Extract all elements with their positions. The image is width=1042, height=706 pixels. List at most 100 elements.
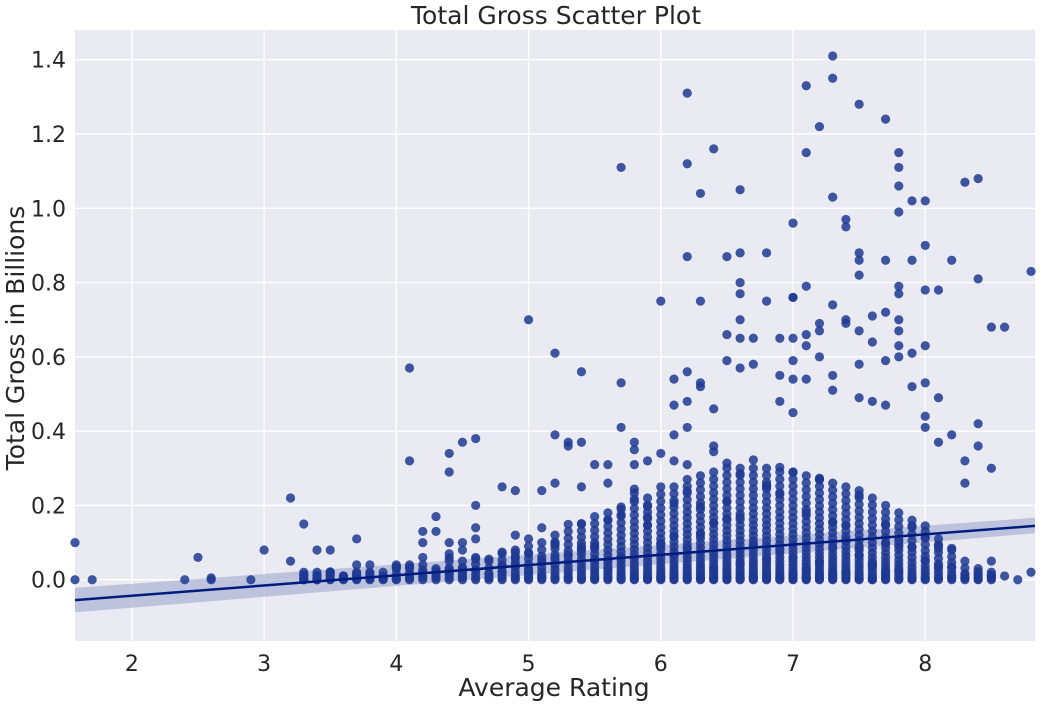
data-point (748, 455, 758, 465)
data-point (484, 554, 494, 564)
data-point (788, 500, 798, 511)
data-point (457, 571, 468, 581)
data-point (550, 478, 560, 488)
data-point (801, 374, 811, 384)
data-point (947, 551, 957, 562)
data-point (999, 322, 1010, 332)
data-point (748, 497, 758, 507)
data-point (603, 515, 613, 525)
data-point (616, 524, 626, 534)
data-point (828, 517, 838, 528)
data-point (735, 248, 745, 258)
data-point (523, 541, 534, 551)
data-point (682, 367, 692, 377)
data-point (537, 537, 547, 548)
data-point (682, 422, 692, 433)
data-point (642, 520, 653, 530)
data-point (695, 485, 706, 495)
data-point (629, 437, 639, 447)
data-point (629, 503, 639, 514)
data-point (894, 289, 904, 299)
data-point (695, 491, 706, 502)
data-point (510, 548, 520, 558)
data-point (669, 482, 679, 492)
data-point (960, 556, 970, 566)
x-tick-label: 2 (125, 652, 139, 677)
data-point (709, 474, 719, 484)
data-point (894, 315, 904, 325)
data-point (484, 569, 494, 579)
data-point (457, 545, 468, 555)
data-point (828, 569, 838, 579)
data-point (616, 510, 626, 520)
data-point (669, 489, 679, 499)
data-point (404, 363, 415, 373)
data-point (722, 514, 732, 524)
data-point (867, 396, 877, 407)
data-point (1026, 266, 1036, 277)
data-point (748, 477, 758, 487)
y-axis-label: Total Gross in Billions (1, 206, 30, 472)
data-point (523, 548, 534, 559)
data-point (933, 285, 944, 295)
data-point (656, 489, 666, 499)
data-point (722, 458, 732, 468)
data-point (656, 496, 666, 506)
chart-title: Total Gross Scatter Plot (410, 1, 701, 30)
data-point (656, 516, 666, 526)
data-point (947, 255, 957, 265)
data-point (576, 545, 587, 555)
data-point (775, 370, 785, 381)
data-point (920, 422, 930, 433)
data-point (669, 508, 679, 519)
data-point (841, 318, 851, 329)
data-point (629, 494, 639, 504)
data-point (814, 488, 825, 498)
data-point (907, 574, 917, 584)
data-point (947, 572, 957, 582)
data-point (880, 114, 891, 124)
data-point (828, 492, 838, 502)
data-point (867, 500, 877, 510)
data-point (735, 469, 745, 479)
data-point (391, 574, 401, 584)
data-point (735, 289, 745, 299)
data-point (933, 437, 944, 447)
data-point (788, 474, 798, 484)
data-point (907, 196, 917, 206)
data-point (669, 498, 679, 508)
data-point (841, 520, 851, 530)
data-point (880, 519, 891, 529)
data-point (709, 488, 719, 498)
data-point (682, 460, 692, 470)
data-point (973, 419, 983, 429)
data-point (471, 523, 481, 533)
data-point (563, 441, 573, 451)
data-point (748, 490, 758, 501)
data-point (576, 367, 587, 377)
data-point (537, 555, 547, 565)
data-point (761, 248, 772, 258)
x-tick-label: 3 (257, 652, 271, 677)
data-point (735, 490, 745, 501)
data-point (801, 572, 811, 582)
data-point (973, 274, 983, 284)
data-point (788, 488, 798, 498)
data-point (828, 192, 838, 202)
data-point (775, 489, 785, 499)
data-point (854, 393, 864, 403)
data-point (735, 477, 745, 487)
data-point (894, 162, 904, 173)
data-point (550, 348, 560, 358)
data-point (709, 500, 719, 511)
data-point (193, 552, 203, 563)
data-point (497, 547, 507, 557)
data-point (70, 537, 80, 548)
data-point (642, 501, 653, 512)
data-point (418, 537, 428, 548)
data-point (669, 400, 679, 410)
data-point (603, 528, 613, 538)
data-point (669, 456, 679, 466)
data-point (828, 505, 838, 515)
data-point (748, 484, 758, 494)
